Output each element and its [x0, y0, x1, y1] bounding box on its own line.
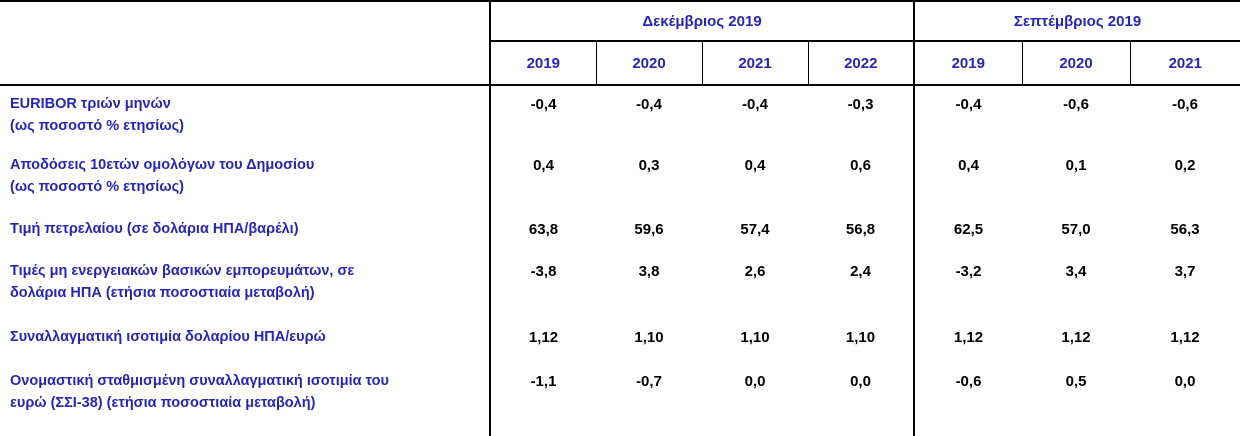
cell: 1,12: [1170, 329, 1200, 346]
cell: 2,6: [744, 263, 766, 280]
table-row-bond-yields: Αποδόσεις 10ετών ομολόγων του Δημοσίου (…: [0, 147, 1240, 211]
cell: -0,6: [1063, 96, 1089, 113]
cell: -3,2: [913, 253, 1022, 319]
group-header-row: Δεκέμβριος 2019 Σεπτέμβριος 2019: [0, 1, 1240, 86]
cell: 63,8: [528, 221, 559, 238]
row-label: EURIBOR τριών μηνών (ως ποσοστό % ετησίω…: [0, 85, 491, 147]
table-row-euribor: EURIBOR τριών μηνών (ως ποσοστό % ετησίω…: [0, 85, 1240, 147]
column-group-december-2019: Δεκέμβριος 2019: [490, 1, 914, 42]
cell: 0,4: [533, 157, 554, 174]
row-label: Τιμή πετρελαίου (σε δολάρια ΗΠΑ/βαρέλι): [0, 211, 491, 253]
cell: 3,4: [1065, 263, 1087, 280]
table-row-oil-price: Τιμή πετρελαίου (σε δολάρια ΗΠΑ/βαρέλι) …: [0, 211, 1240, 253]
cell: 0,5: [1065, 373, 1087, 390]
table-row-usd-eur-rate: Συναλλαγματική ισοτιμία δολαρίου ΗΠΑ/ευρ…: [0, 319, 1240, 363]
year-header: 2019: [913, 41, 1022, 86]
row-label: Ονομαστική σταθμισμένη συναλλαγματική ισ…: [0, 363, 491, 436]
year-header: 2020: [1021, 41, 1130, 86]
cell: 1,12: [913, 319, 1022, 363]
cell: -0,4: [530, 96, 557, 113]
cell: 1,10: [634, 329, 664, 346]
row-label: Αποδόσεις 10ετών ομολόγων του Δημοσίου (…: [0, 147, 491, 211]
cell: 57,4: [740, 221, 770, 238]
cell: -0,7: [636, 373, 662, 390]
cell: 0,3: [638, 157, 660, 174]
year-header: 2019: [490, 41, 596, 86]
cell: -1,1: [530, 373, 557, 390]
cell: 0,6: [850, 157, 871, 174]
cell: 59,6: [634, 221, 664, 238]
cell: 56,3: [1170, 221, 1200, 238]
cell: 3,7: [1174, 263, 1196, 280]
cell: 0,4: [744, 157, 766, 174]
year-header-row: 2019 2020 2021 2022 2019 2020 2021: [0, 41, 1240, 86]
cell: 1,12: [528, 329, 559, 346]
cell: -0,3: [847, 96, 874, 113]
cell: 0,0: [744, 373, 766, 390]
year-header: 2022: [807, 41, 914, 86]
cell: 0,2: [1174, 157, 1196, 174]
cell: 1,10: [740, 329, 770, 346]
cell: 0,0: [850, 373, 871, 390]
cell: 3,8: [638, 263, 660, 280]
cell: -0,6: [913, 363, 1022, 436]
corner-cell: [0, 1, 491, 86]
cell: 0,0: [1174, 373, 1196, 390]
cell: 2,4: [850, 263, 871, 280]
cell: -3,8: [530, 263, 557, 280]
cell: -0,4: [636, 96, 662, 113]
table-row-nominal-effective-rate: Ονομαστική σταθμισμένη συναλλαγματική ισ…: [0, 363, 1240, 436]
row-label: Τιμές μη ενεργειακών βασικών εμπορευμάτω…: [0, 253, 491, 319]
cell: -0,4: [913, 85, 1022, 147]
cell: 57,0: [1061, 221, 1091, 238]
table-row-non-energy-commodities: Τιμές μη ενεργειακών βασικών εμπορευμάτω…: [0, 253, 1240, 319]
cell: 1,10: [845, 329, 876, 346]
year-header: 2020: [595, 41, 702, 86]
cell: 0,4: [913, 147, 1022, 211]
cell: 56,8: [845, 221, 876, 238]
cell: 62,5: [913, 211, 1022, 253]
row-label: Συναλλαγματική ισοτιμία δολαρίου ΗΠΑ/ευρ…: [0, 319, 491, 363]
column-group-september-2019: Σεπτέμβριος 2019: [912, 1, 1240, 42]
cell: -0,4: [742, 96, 768, 113]
cell: 1,12: [1061, 329, 1091, 346]
cell: 0,1: [1065, 157, 1087, 174]
year-header: 2021: [701, 41, 808, 86]
year-header: 2021: [1129, 41, 1240, 86]
cell: -0,6: [1172, 96, 1198, 113]
